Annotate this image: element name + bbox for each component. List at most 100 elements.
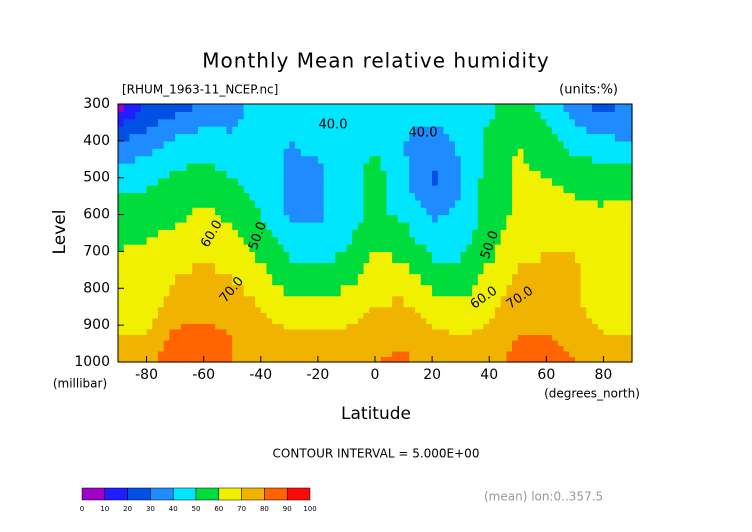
field-cell	[529, 262, 536, 275]
field-cell	[323, 155, 330, 164]
field-cell	[209, 155, 216, 164]
field-cell	[517, 356, 525, 363]
field-cell	[380, 199, 388, 208]
field-cell	[614, 207, 622, 216]
field-cell	[295, 185, 302, 194]
field-cell	[506, 133, 513, 142]
field-cell	[152, 170, 159, 179]
field-cell	[489, 104, 496, 112]
field-cell	[506, 284, 513, 297]
field-cell	[540, 140, 547, 149]
field-cell	[152, 262, 159, 275]
field-cell	[375, 306, 382, 313]
field-cell	[449, 177, 456, 186]
field-cell	[563, 133, 570, 142]
field-cell	[569, 273, 576, 286]
field-cell	[209, 323, 216, 330]
field-cell	[380, 155, 388, 164]
field-cell	[369, 236, 376, 245]
field-cell	[152, 126, 159, 135]
field-cell	[409, 334, 416, 341]
field-cell	[226, 356, 233, 363]
field-cell	[186, 207, 193, 216]
field-cell	[546, 306, 553, 313]
field-cell	[523, 199, 530, 208]
field-cell	[534, 229, 542, 238]
field-cell	[483, 162, 490, 171]
field-cell	[152, 317, 159, 324]
field-cell	[574, 317, 582, 324]
field-cell	[289, 328, 296, 335]
field-cell	[460, 104, 467, 112]
field-cell	[255, 104, 262, 112]
field-cell	[209, 140, 216, 149]
field-cell	[517, 323, 525, 330]
field-cell	[300, 273, 308, 286]
field-cell	[512, 244, 519, 253]
field-cell	[443, 229, 450, 238]
field-cell	[494, 312, 502, 319]
field-cell	[620, 312, 627, 319]
field-cell	[186, 345, 193, 352]
field-cell	[443, 140, 450, 149]
field-cell	[437, 350, 445, 358]
field-cell	[163, 155, 170, 164]
field-cell	[386, 162, 393, 171]
field-cell	[563, 295, 570, 308]
field-cell	[237, 273, 245, 286]
field-cell	[157, 229, 165, 238]
field-cell	[295, 148, 302, 157]
field-cell	[563, 317, 570, 324]
field-cell	[534, 284, 542, 297]
field-cell	[386, 306, 393, 313]
field-cell	[163, 214, 170, 223]
field-cell	[392, 214, 399, 223]
field-cell	[146, 177, 153, 186]
field-cell	[123, 312, 131, 319]
field-cell	[300, 133, 308, 142]
field-cell	[614, 306, 622, 313]
field-cell	[546, 334, 553, 341]
field-cell	[340, 177, 348, 186]
field-cell	[335, 104, 342, 112]
x-tick-label: 60	[537, 367, 555, 383]
field-cell	[363, 284, 370, 297]
field-cell	[557, 155, 565, 164]
field-cell	[466, 192, 473, 201]
field-cell	[163, 199, 170, 208]
field-cell	[352, 323, 359, 330]
field-cell	[123, 170, 131, 179]
field-cell	[123, 104, 131, 112]
field-cell	[203, 170, 210, 179]
field-cell	[306, 251, 313, 264]
field-cell	[363, 350, 370, 358]
field-cell	[335, 295, 342, 308]
field-cell	[306, 306, 313, 313]
field-cell	[592, 162, 599, 171]
field-cell	[580, 185, 587, 194]
field-cell	[335, 229, 342, 238]
field-cell	[135, 111, 142, 120]
field-cell	[460, 334, 467, 341]
field-cell	[255, 236, 262, 245]
field-cell	[380, 244, 388, 253]
field-cell	[232, 350, 239, 358]
field-cell	[574, 262, 582, 275]
field-cell	[306, 185, 313, 194]
field-cell	[437, 133, 445, 142]
field-cell	[380, 262, 388, 275]
field-cell	[255, 317, 262, 324]
field-cell	[123, 317, 131, 324]
field-cell	[414, 251, 422, 264]
field-cell	[129, 236, 136, 245]
field-cell	[215, 104, 222, 112]
field-cell	[312, 133, 319, 142]
field-cell	[335, 262, 342, 275]
field-cell	[237, 312, 245, 319]
field-cell	[626, 312, 633, 319]
field-cell	[317, 328, 325, 335]
field-cell	[163, 350, 170, 358]
field-cell	[340, 284, 348, 297]
field-cell	[546, 317, 553, 324]
field-cell	[209, 229, 216, 238]
